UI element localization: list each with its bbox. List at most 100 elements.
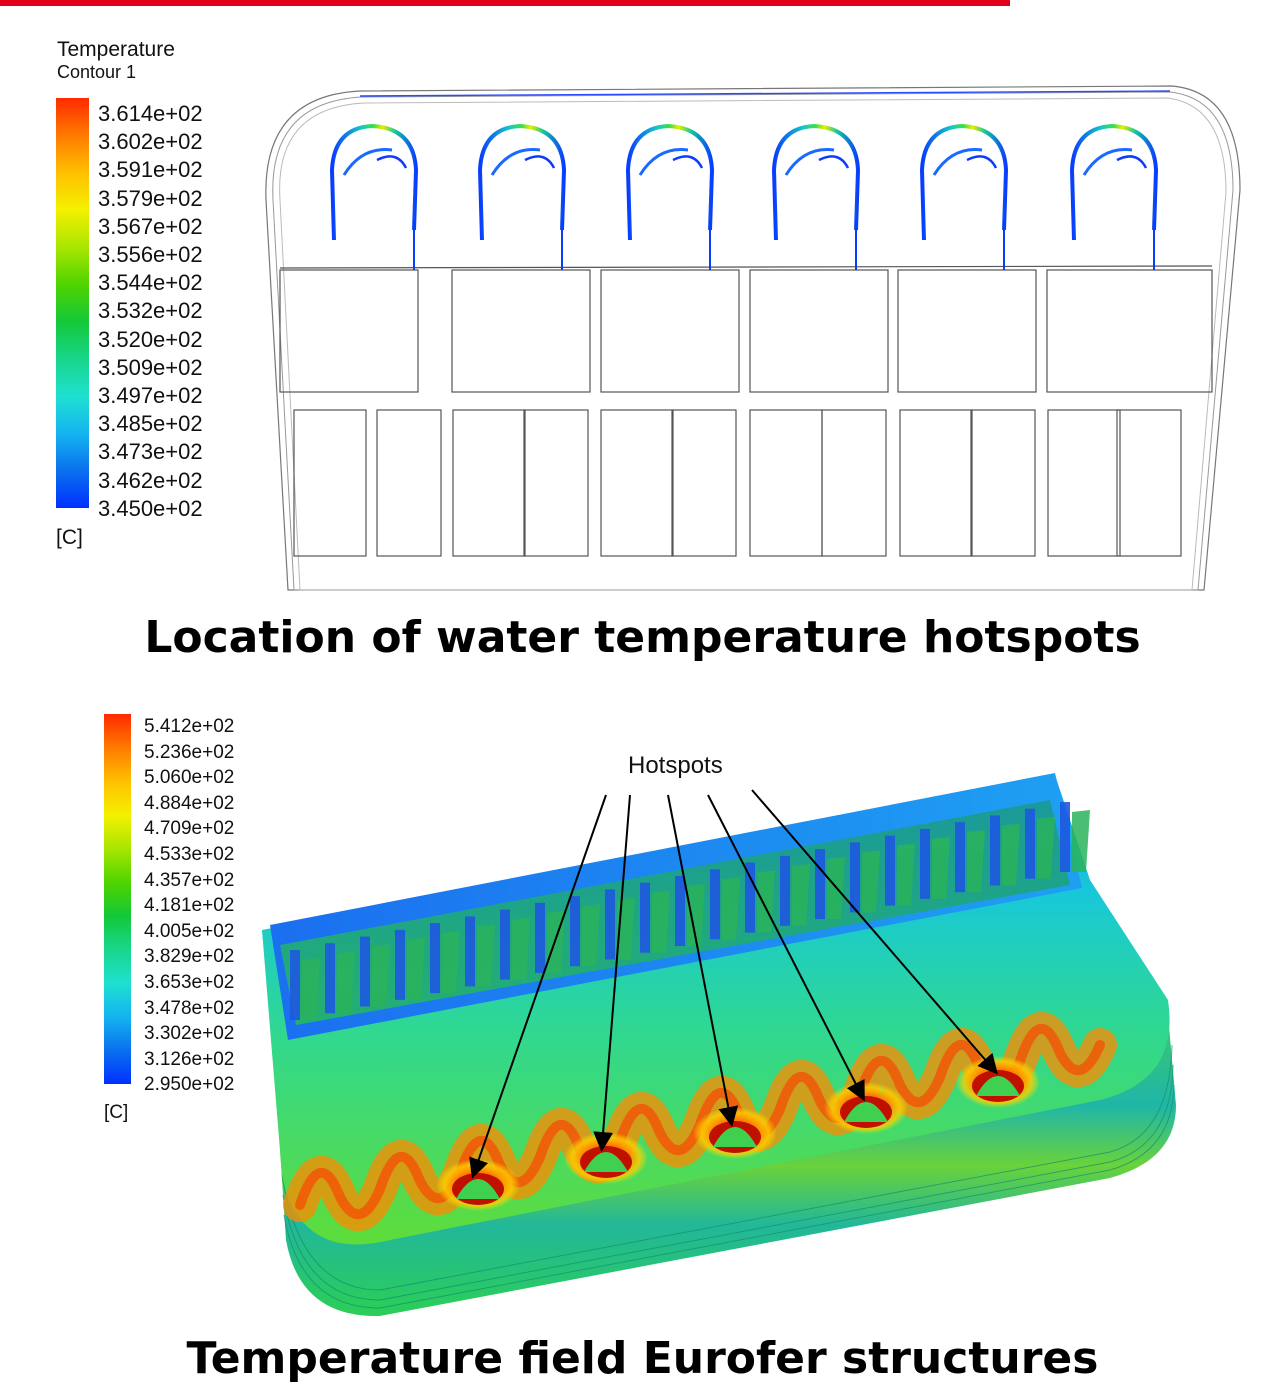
hotspot-arch [771,123,861,270]
fin [290,950,300,1020]
hotspot-arches [329,123,1159,270]
fin-plate [512,917,530,980]
colorbar-tick-label: 3.450e+02 [98,495,203,521]
lower-cell [600,409,674,557]
brand-accent-bar [0,0,1010,6]
temperature-colorbar [56,98,89,508]
fin [430,923,440,994]
fin [500,909,510,980]
lower-cell [821,409,887,557]
fin-plate [302,958,320,1020]
colorbar-tick-label: 5.412e+02 [144,716,235,737]
hotspot-arch [625,123,715,270]
colorbar-tick-label: 3.532e+02 [98,298,203,324]
colorbar-tick-label: 3.462e+02 [98,467,203,493]
lower-cell [970,409,1036,557]
hotspots-annotation: Hotspots [628,752,723,779]
fin-plate [967,830,985,893]
hotspot-arch [477,123,567,270]
colorbar-tick-label: 4.181e+02 [144,895,235,917]
fin [325,943,335,1014]
fin-plate [792,863,810,926]
colorbar-tick-label: 3.567e+02 [98,213,203,239]
upper-cells [279,269,1213,393]
colorbar-tick-label: 4.709e+02 [144,818,235,840]
upper-cell [451,269,591,393]
colorbar-tick-label: 3.485e+02 [98,411,203,437]
colorbar-tick-label: 3.602e+02 [98,129,203,155]
colorbar-tick-label: 3.579e+02 [98,185,203,211]
fin-plate [1037,816,1055,879]
fin-plate [477,924,495,987]
hotspot-channel [713,1127,757,1147]
hotspot-arrow [667,794,739,1127]
fin-plate [722,877,740,940]
fin [745,862,755,933]
temperature-colorbar-2 [104,714,131,1084]
lower-cell [293,409,367,557]
colorbar-tick-label: 4.884e+02 [144,792,235,814]
fin [1060,802,1070,872]
fin [535,902,545,973]
colorbar-tick-label: 3.473e+02 [98,439,203,465]
upper-cell [279,269,419,393]
fin-plate [1072,810,1090,872]
fin-plate [687,884,705,946]
colorbar-tick-label: 3.478e+02 [144,997,235,1019]
colorbar-tick-label: 3.302e+02 [144,1023,235,1045]
fin [395,929,405,1000]
fin-plate [407,937,425,1000]
colorbar-tick-label: 3.653e+02 [144,972,235,993]
hotspot-arrow [593,794,631,1152]
colorbar-tick-label: 4.005e+02 [144,920,235,942]
hotspot-arrow [707,794,865,1102]
fin [360,936,370,1007]
colorbar-tick-label: 3.556e+02 [98,242,203,267]
hotspot-arrows [469,789,998,1179]
colorbar-tick-label: 3.520e+02 [98,326,203,352]
legend-subtitle: Contour 1 [57,62,137,82]
lower-cell [376,409,442,557]
fin [570,896,580,967]
fin-plate [932,836,950,899]
hotspot-channel [584,1152,628,1172]
hotspot-arrow [469,794,607,1179]
upper-cell [1046,269,1213,393]
fin [675,876,685,946]
upper-cell [897,269,1037,393]
upper-cell [749,269,889,393]
lower-cell [1047,409,1121,557]
colorbar-tick-label: 3.544e+02 [98,270,203,296]
fin [920,828,930,899]
manifold-fins [290,802,1090,1020]
fin-plate [582,904,600,967]
fin-plate [442,931,460,994]
colorbar-tick-label: 2.950e+02 [144,1074,235,1096]
top-caption: Location of water temperature hotspots [144,612,1141,663]
fin [605,889,615,960]
hotspot-holes [436,1056,1040,1211]
fin [465,916,475,987]
fin [710,869,720,940]
colorbar-tick-label: 5.236e+02 [144,741,235,763]
fin-plate [337,951,355,1014]
lower-cell [671,409,737,557]
legend-unit: [C] [56,526,83,549]
fin-plate [897,843,915,906]
colorbar-tick-label: 3.497e+02 [98,383,203,408]
fin [815,849,825,920]
fin-plate [652,890,670,953]
lower-cell [899,409,973,557]
colorbar-tick-label: 3.126e+02 [144,1048,235,1070]
legend-title: Temperature [57,38,175,61]
lower-cell [1116,409,1182,557]
colorbar-tick-label: 3.509e+02 [98,354,203,380]
fin-plate [1002,823,1020,886]
lower-cell [452,409,526,557]
hotspot-channel [456,1179,500,1199]
hotspot-arrow [751,789,998,1075]
fin [955,822,965,893]
colorbar-tick-label: 4.533e+02 [144,844,235,865]
fin [885,835,895,906]
hotspot-arch [919,123,1009,270]
